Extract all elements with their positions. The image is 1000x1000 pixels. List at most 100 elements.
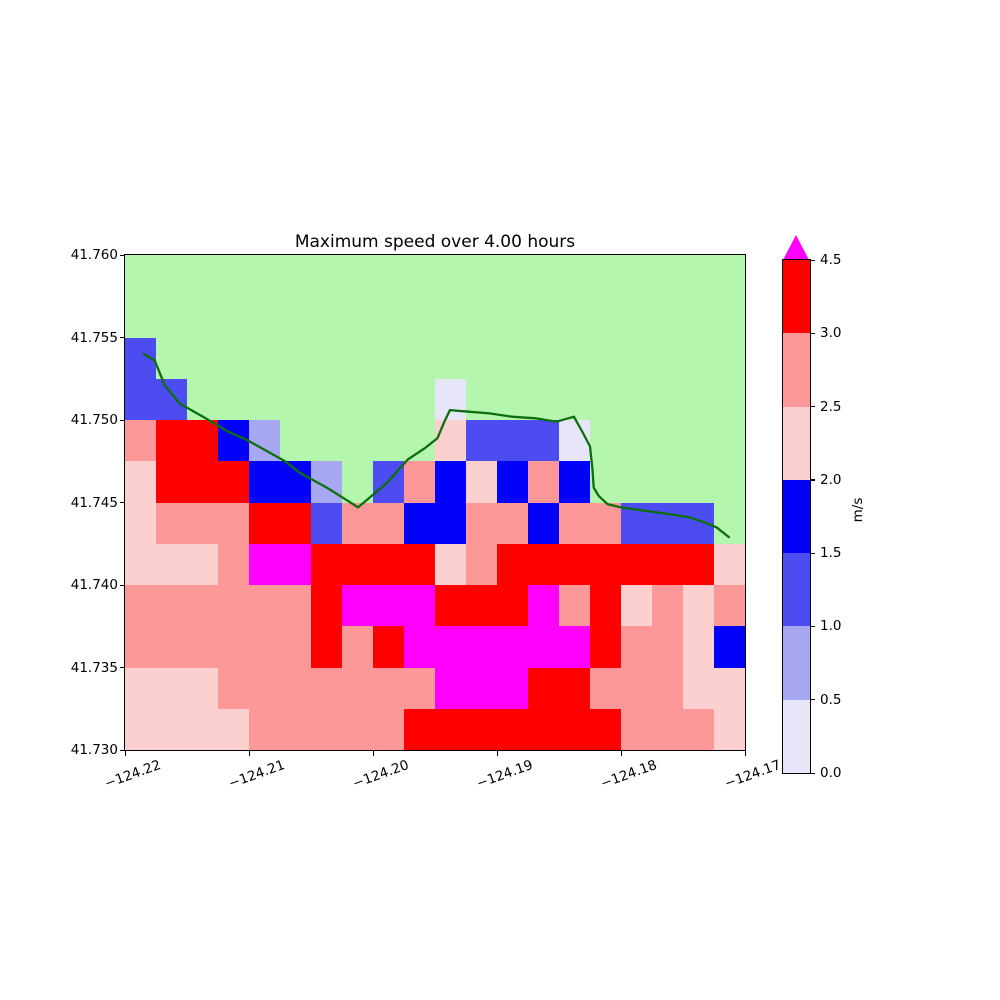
- heatmap-cell: [156, 626, 187, 668]
- heatmap-cell: [249, 461, 280, 503]
- heatmap-cell: [280, 708, 311, 750]
- heatmap-cell: [652, 461, 683, 503]
- heatmap-cell: [590, 296, 621, 338]
- heatmap-cell: [280, 337, 311, 379]
- heatmap-cell: [404, 502, 435, 544]
- heatmap-cell: [311, 543, 342, 585]
- heatmap-cell: [466, 461, 497, 503]
- heatmap-cell: [435, 255, 466, 297]
- heatmap-cell: [621, 378, 652, 420]
- x-tick-label: −124.20: [350, 757, 412, 793]
- x-tick-label: −124.17: [722, 757, 784, 793]
- y-tick-label: 41.735: [70, 659, 118, 676]
- heatmap-cell: [621, 667, 652, 709]
- heatmap-cell: [497, 296, 528, 338]
- heatmap-cell: [125, 420, 156, 462]
- x-tick-mark: [372, 751, 374, 756]
- heatmap-cell: [125, 543, 156, 585]
- colorbar-tick-label: 4.5: [820, 252, 842, 268]
- heatmap-cell: [404, 708, 435, 750]
- heatmap-cell: [311, 708, 342, 750]
- heatmap-cell: [435, 461, 466, 503]
- heatmap-cell: [373, 543, 404, 585]
- x-tick-label: −124.21: [226, 757, 288, 793]
- colorbar-segment: [783, 333, 810, 407]
- colorbar-tick-mark: [811, 772, 815, 774]
- heatmap-cell: [528, 378, 559, 420]
- heatmap-cell: [590, 708, 621, 750]
- heatmap-cell: [373, 420, 404, 462]
- heatmap-cell: [435, 420, 466, 462]
- heatmap-cell: [373, 502, 404, 544]
- heatmap-cell: [559, 378, 590, 420]
- colorbar-tick-label: 0.5: [820, 691, 842, 708]
- heatmap-cell: [590, 626, 621, 668]
- heatmap-cell: [373, 337, 404, 379]
- heatmap-cell: [559, 543, 590, 585]
- heatmap-cell: [218, 296, 249, 338]
- heatmap-cell: [125, 461, 156, 503]
- heatmap-cell: [621, 626, 652, 668]
- heatmap-cell: [559, 420, 590, 462]
- colorbar-tick-label: 1.5: [820, 545, 842, 562]
- heatmap-cell: [683, 255, 714, 297]
- heatmap-cell: [156, 667, 187, 709]
- heatmap-cell: [156, 502, 187, 544]
- heatmap-cell: [404, 255, 435, 297]
- heatmap-cell: [156, 708, 187, 750]
- y-tick-mark: [120, 667, 125, 669]
- heatmap-cell: [311, 626, 342, 668]
- heatmap-cell: [156, 543, 187, 585]
- heatmap-cell: [125, 502, 156, 544]
- heatmap-cell: [156, 337, 187, 379]
- heatmap-cell: [249, 337, 280, 379]
- colorbar-extend-triangle: [783, 235, 809, 260]
- heatmap-cell: [528, 543, 559, 585]
- heatmap-cell: [466, 585, 497, 627]
- heatmap-cell: [404, 667, 435, 709]
- y-tick-mark: [120, 337, 125, 339]
- heatmap-cell: [714, 502, 745, 544]
- heatmap-cell: [528, 667, 559, 709]
- heatmap-cell: [621, 255, 652, 297]
- heatmap-cell: [528, 585, 559, 627]
- heatmap-cell: [590, 585, 621, 627]
- heatmap-cell: [466, 378, 497, 420]
- heatmap-cell: [373, 461, 404, 503]
- heatmap-cell: [683, 543, 714, 585]
- heatmap-cell: [652, 585, 683, 627]
- colorbar-segment: [783, 260, 810, 334]
- heatmap-cell: [683, 626, 714, 668]
- heatmap-cell: [466, 337, 497, 379]
- heatmap-cell: [125, 708, 156, 750]
- heatmap-cell: [218, 461, 249, 503]
- heatmap-cell: [652, 378, 683, 420]
- colorbar-tick-label: 0.0: [820, 765, 842, 781]
- colorbar-segment: [783, 406, 810, 480]
- heatmap-cell: [590, 337, 621, 379]
- heatmap-cell: [218, 626, 249, 668]
- heatmap-cell: [590, 255, 621, 297]
- heatmap-cell: [466, 543, 497, 585]
- heatmap-cell: [156, 420, 187, 462]
- y-tick-mark: [120, 254, 125, 256]
- heatmap-cell: [249, 667, 280, 709]
- heatmap-cell: [466, 708, 497, 750]
- heatmap-cell: [280, 543, 311, 585]
- x-tick-label: −124.18: [598, 757, 660, 793]
- plot-area: [124, 254, 746, 751]
- heatmap-cell: [497, 543, 528, 585]
- heatmap-cell: [435, 585, 466, 627]
- heatmap-cell: [559, 502, 590, 544]
- heatmap-cell: [559, 626, 590, 668]
- heatmap-cell: [652, 255, 683, 297]
- heatmap-cell: [559, 461, 590, 503]
- heatmap-cell: [342, 420, 373, 462]
- heatmap-cell: [714, 667, 745, 709]
- colorbar-tick-label: 3.0: [820, 325, 842, 342]
- heatmap-cell: [311, 461, 342, 503]
- heatmap-cell: [497, 585, 528, 627]
- x-tick-mark: [620, 751, 622, 756]
- heatmap-cell: [497, 255, 528, 297]
- heatmap-cell: [156, 296, 187, 338]
